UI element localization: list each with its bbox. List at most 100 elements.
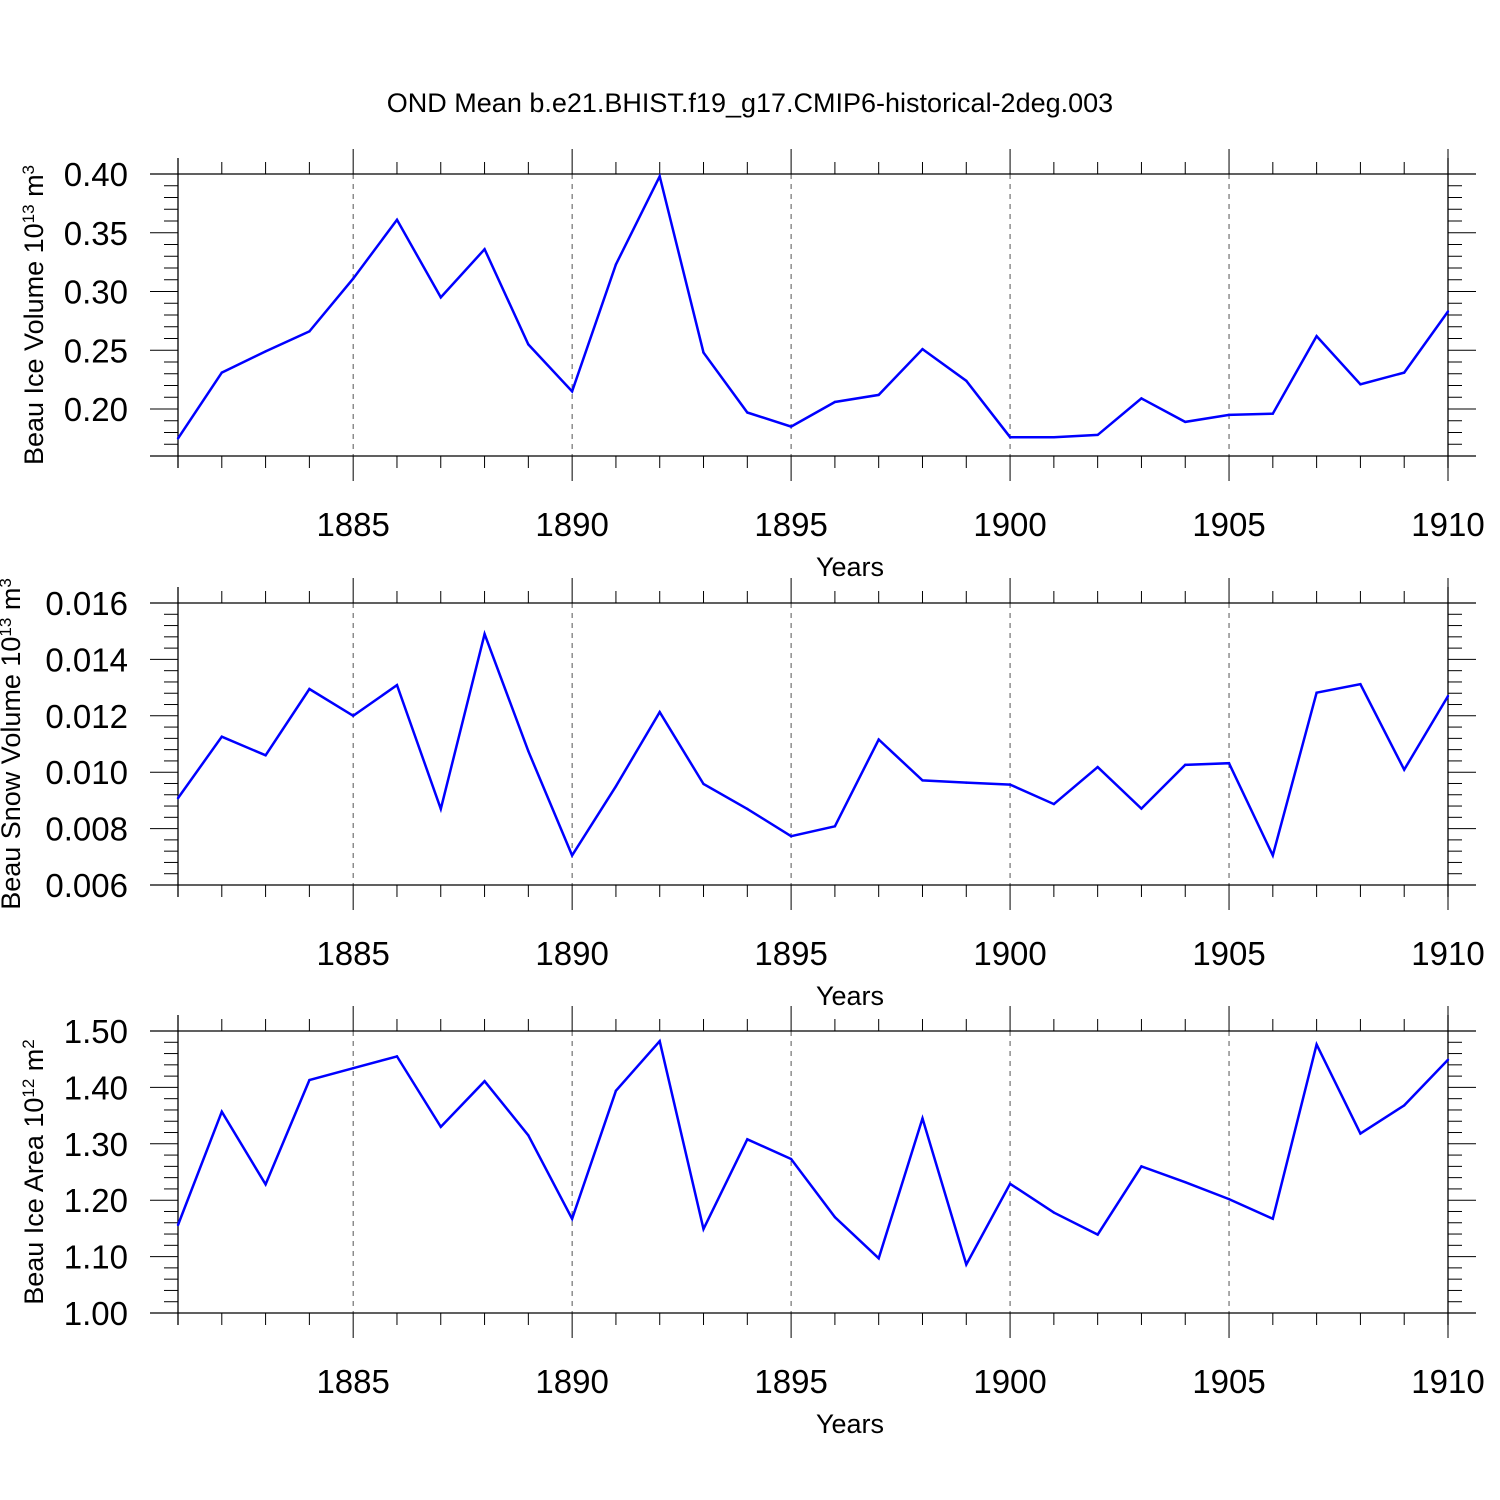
x-tick-label: 1900	[973, 1363, 1046, 1400]
data-point	[789, 1157, 793, 1161]
data-point	[1052, 436, 1056, 439]
data-point	[176, 437, 180, 440]
y-tick-label: 0.012	[45, 698, 128, 735]
y-tick-label: 0.008	[45, 811, 128, 848]
y-tick-label: 1.00	[64, 1295, 128, 1332]
x-tick-label: 1885	[316, 1363, 389, 1400]
series-line	[176, 172, 1450, 440]
data-point	[1315, 1043, 1318, 1046]
data-point	[351, 277, 355, 280]
data-point	[220, 735, 223, 738]
y-axis-label-unit: m	[0, 588, 26, 618]
data-point	[1184, 1180, 1187, 1184]
x-tick-label: 1900	[973, 506, 1046, 543]
x-axis-label: Years	[816, 981, 884, 1011]
x-axis-label: Years	[816, 552, 884, 582]
y-axis-label-unit: m	[19, 174, 49, 204]
y-tick-label: 0.20	[64, 391, 128, 428]
y-axis-label-exp: 12	[19, 1079, 38, 1098]
y-tick-label: 0.014	[45, 641, 128, 678]
x-tick-label: 1895	[754, 935, 827, 972]
data-point	[351, 1067, 355, 1070]
y-axis-label-exp: 13	[19, 204, 38, 223]
data-point	[789, 835, 793, 838]
y-tick-label: 1.40	[64, 1069, 128, 1106]
data-point	[1140, 397, 1143, 400]
y-axis-label-exp: 13	[0, 618, 15, 637]
data-point	[833, 1215, 837, 1219]
data-point	[614, 785, 618, 788]
data-point	[965, 379, 968, 382]
data-point	[921, 1117, 924, 1120]
y-axis-label-unit-exp: 3	[0, 578, 15, 587]
x-tick-label: 1885	[316, 506, 389, 543]
data-point	[658, 175, 661, 178]
y-tick-label: 0.016	[45, 585, 128, 622]
data-point	[614, 263, 618, 266]
x-tick-label: 1910	[1411, 1363, 1484, 1400]
chart-title: OND Mean b.e21.BHIST.f19_g17.CMIP6-histo…	[387, 88, 1113, 118]
data-point	[965, 1263, 968, 1266]
x-tick-label: 1885	[316, 935, 389, 972]
y-tick-label: 0.010	[45, 754, 128, 791]
data-point	[746, 807, 749, 811]
y-tick-label: 0.006	[45, 867, 128, 904]
panel-3: 1885 1890 1895 1900 1905 1910 1.00 1.10 1.20 1.30…	[19, 1006, 1485, 1439]
y-axis-label: Beau Ice Area 1012 m2	[19, 1039, 50, 1305]
data-point	[1359, 383, 1362, 386]
data-point	[1052, 1211, 1056, 1214]
data-point	[1315, 334, 1318, 338]
data-point	[1271, 854, 1275, 857]
x-tick-label: 1890	[535, 1363, 608, 1400]
y-axis-label-base: Beau Ice Area 10	[19, 1098, 49, 1305]
data-point	[1184, 420, 1187, 424]
data-point	[395, 683, 399, 687]
data-point	[1403, 768, 1406, 771]
data-point	[527, 1134, 530, 1137]
data-point	[308, 330, 311, 333]
data-point	[570, 854, 574, 857]
data-point	[1446, 694, 1450, 698]
data-point	[702, 1227, 705, 1231]
data-point	[1271, 412, 1275, 415]
data-point	[921, 779, 924, 782]
y-tick-label: 0.25	[64, 332, 128, 369]
data-point	[395, 218, 399, 222]
data-point	[1446, 1058, 1450, 1061]
y-axis-label-unit-exp: 3	[19, 165, 38, 174]
data-point	[220, 371, 223, 374]
data-point	[570, 390, 574, 393]
x-tick-label: 1910	[1411, 935, 1484, 972]
y-axis-label-base: Beau Ice Volume 10	[19, 223, 49, 465]
data-point	[789, 425, 793, 428]
data-point	[527, 749, 530, 753]
data-point	[1008, 436, 1012, 439]
y-tick-label: 1.30	[64, 1126, 128, 1163]
data-point	[439, 1125, 442, 1129]
data-point	[877, 393, 880, 397]
x-tick-label: 1900	[973, 935, 1046, 972]
data-point	[527, 343, 530, 346]
panel-2: 1885 1890 1895 1900 1905 1910 0.006 0.008 0.010 0…	[0, 578, 1485, 1011]
data-point	[1140, 807, 1143, 810]
data-point	[1008, 1182, 1012, 1186]
x-tick-label: 1890	[535, 935, 608, 972]
data-point	[1403, 1104, 1406, 1107]
data-point	[1227, 761, 1231, 765]
data-point	[702, 782, 705, 786]
y-axis-label: Beau Snow Volume 1013 m3	[0, 578, 26, 910]
data-point	[176, 796, 180, 800]
y-tick-label: 0.30	[64, 274, 128, 311]
data-point	[1271, 1217, 1275, 1221]
y-tick-label: 0.40	[64, 156, 128, 193]
data-point	[308, 1078, 311, 1082]
data-point	[1359, 1132, 1362, 1135]
x-tick-label: 1890	[535, 506, 608, 543]
data-point	[439, 807, 442, 811]
data-point	[614, 1089, 618, 1092]
x-tick-label: 1905	[1192, 506, 1265, 543]
series-line	[176, 1038, 1449, 1268]
data-point	[877, 1257, 880, 1260]
y-axis-label-unit-exp: 2	[19, 1039, 38, 1048]
